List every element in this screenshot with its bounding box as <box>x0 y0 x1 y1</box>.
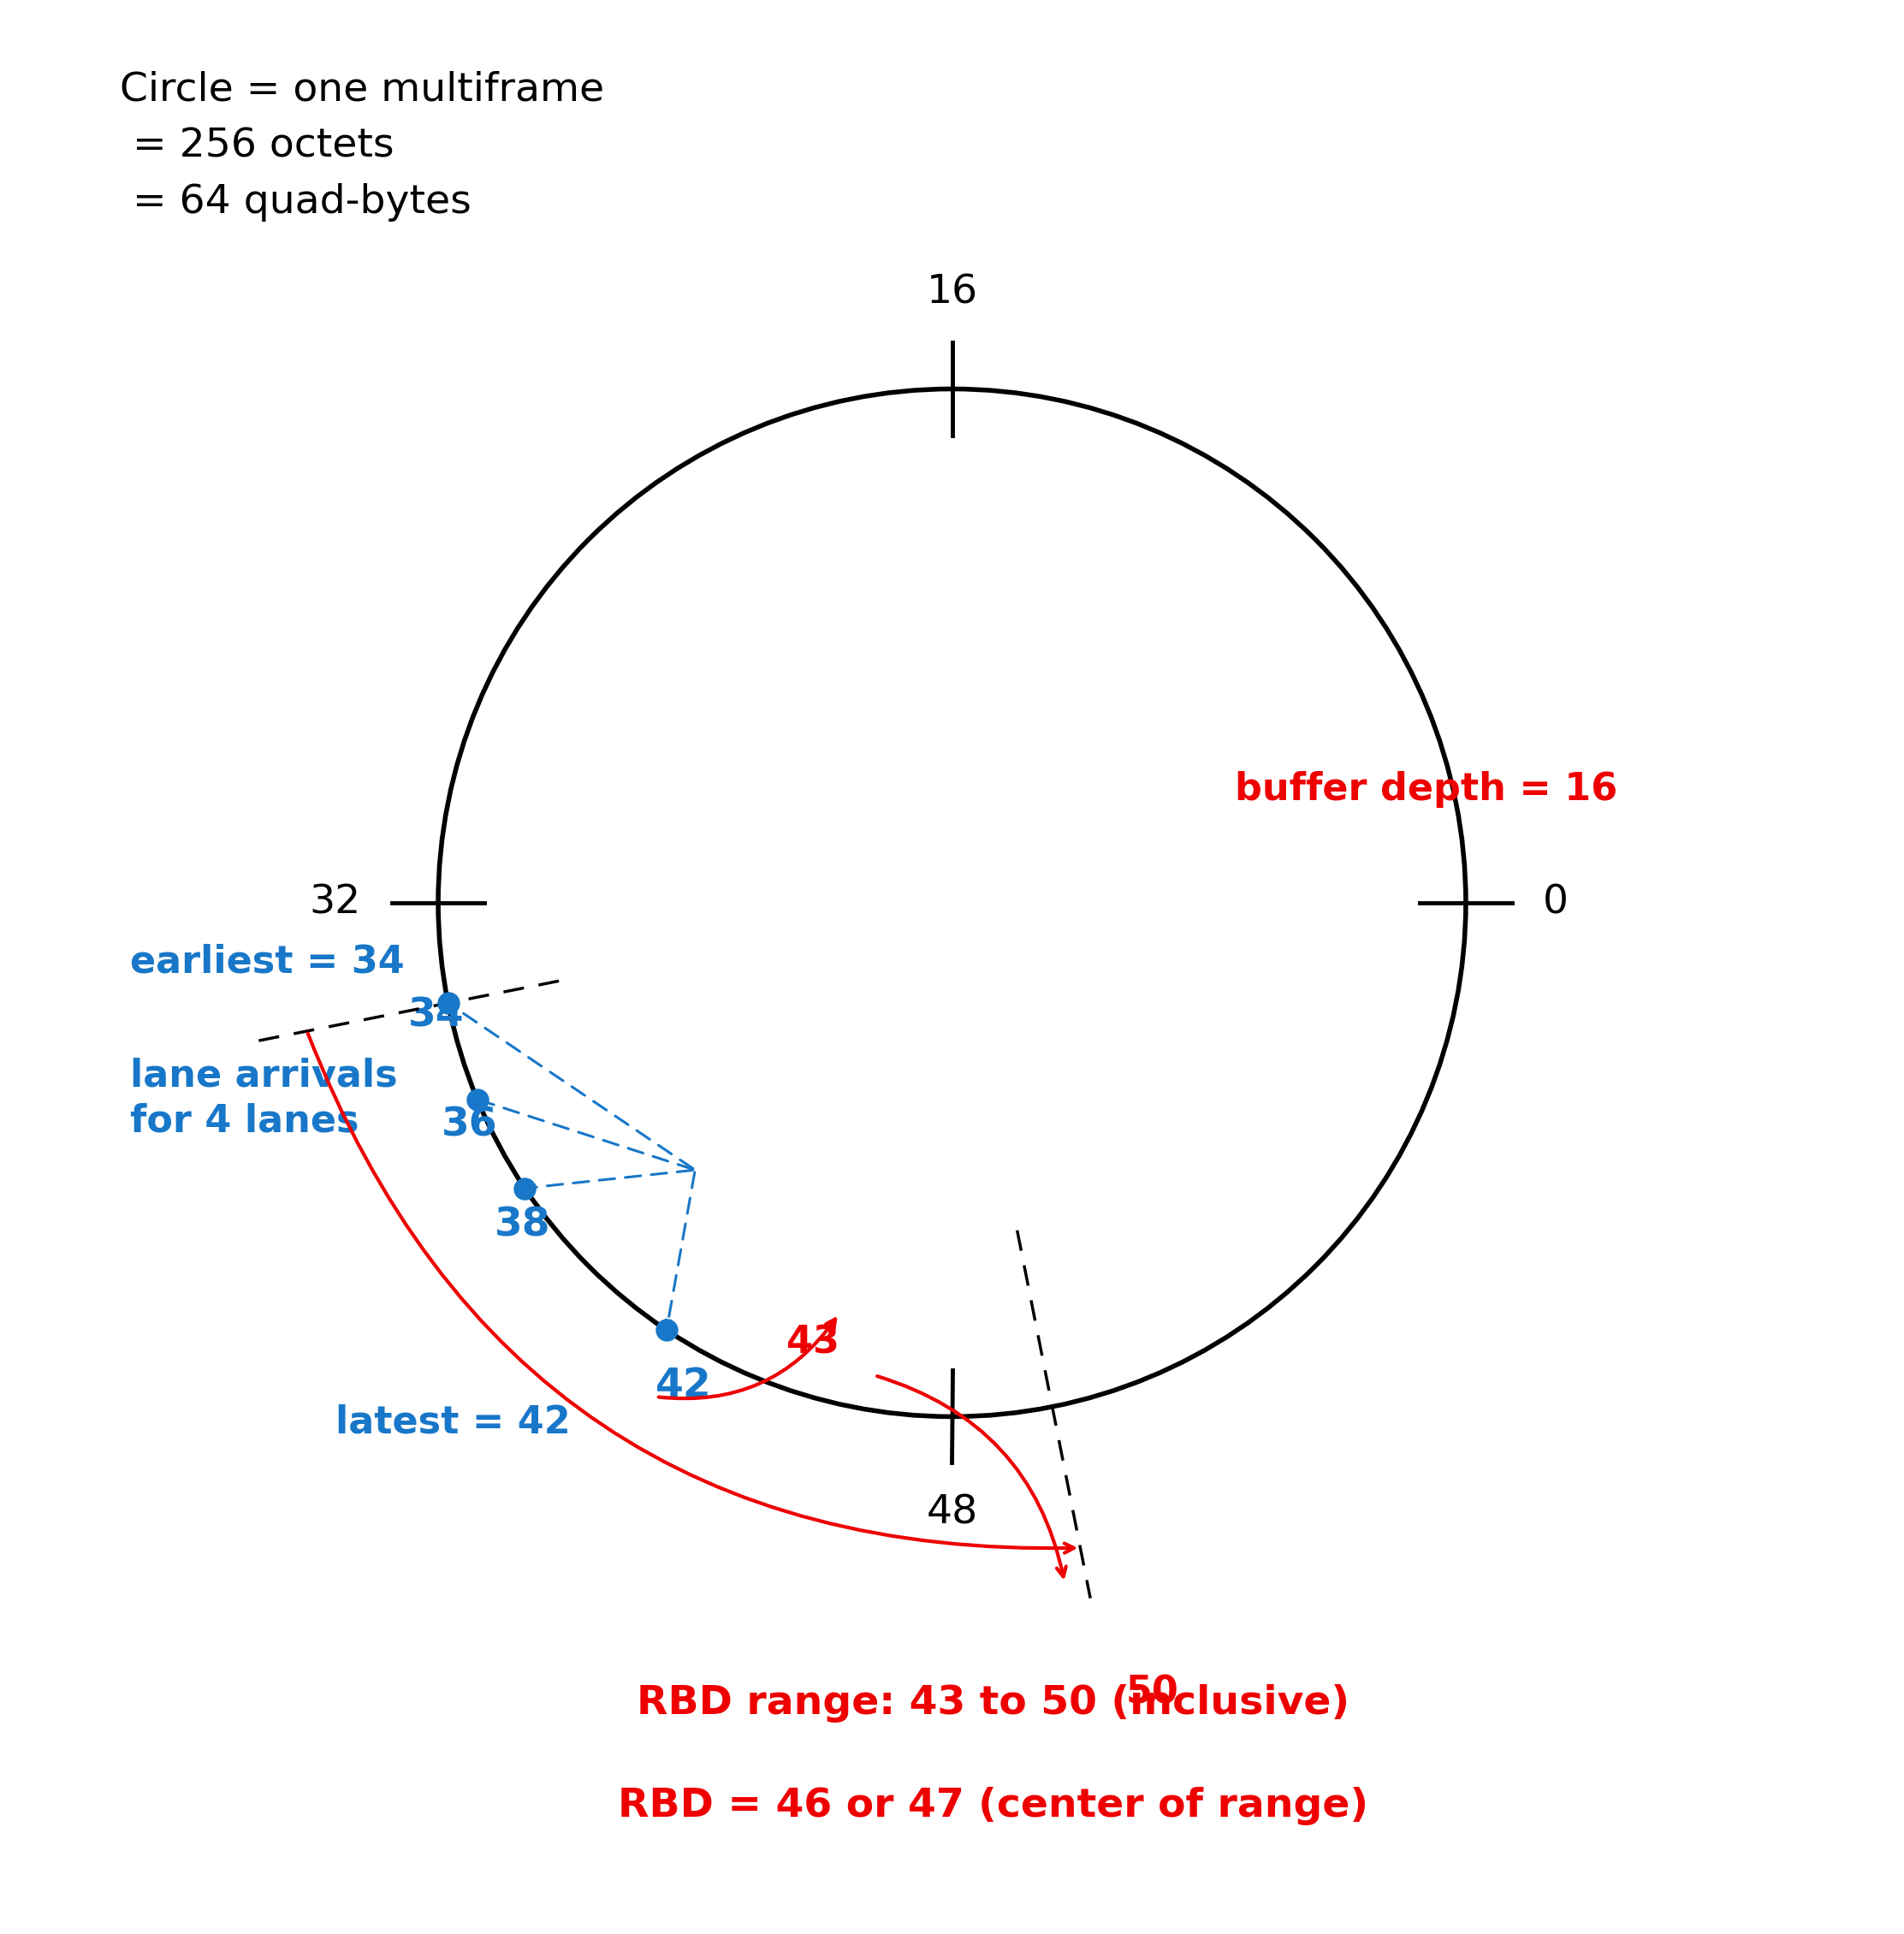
Text: RBD range: 43 to 50 (inclusive): RBD range: 43 to 50 (inclusive) <box>636 1685 1350 1723</box>
Text: 48: 48 <box>925 1493 979 1532</box>
Text: RBD = 46 or 47 (center of range): RBD = 46 or 47 (center of range) <box>619 1787 1369 1826</box>
Text: 36: 36 <box>442 1106 497 1145</box>
Text: 32: 32 <box>310 884 362 923</box>
Text: 50: 50 <box>1125 1675 1179 1712</box>
Text: earliest = 34: earliest = 34 <box>129 944 404 981</box>
Text: 16: 16 <box>925 273 979 311</box>
Text: 38: 38 <box>495 1207 550 1245</box>
Text: 34: 34 <box>407 996 465 1035</box>
Text: latest = 42: latest = 42 <box>335 1404 571 1441</box>
Text: buffer depth = 16: buffer depth = 16 <box>1234 772 1616 808</box>
Text: 0: 0 <box>1542 884 1569 923</box>
Text: 42: 42 <box>655 1365 712 1404</box>
Text: 43: 43 <box>786 1325 840 1362</box>
Text: Circle = one multiframe
 = 256 octets
 = 64 quad-bytes: Circle = one multiframe = 256 octets = 6… <box>120 70 604 222</box>
Text: lane arrivals
for 4 lanes: lane arrivals for 4 lanes <box>129 1056 398 1139</box>
